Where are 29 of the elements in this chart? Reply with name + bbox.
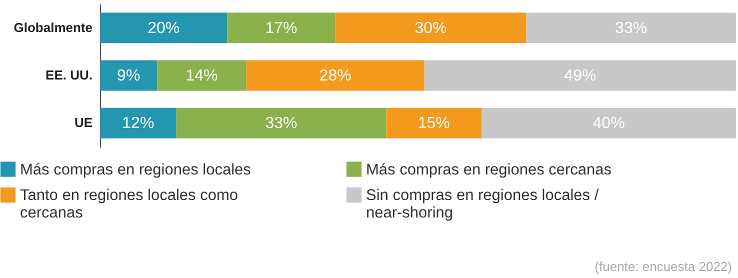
bar [335,12,526,44]
bar [386,108,482,138]
bar [100,12,228,44]
y-tick-label: Globalmente [14,20,92,35]
bar [176,108,386,138]
bar [246,60,424,91]
bar [482,108,736,138]
legend-label: Tanto en regiones locales como cercanas [20,187,238,222]
bar [526,12,736,44]
data-label: 15% [418,115,450,132]
bar [424,60,736,91]
legend-label: Sin compras en regiones locales / near-shoring [366,187,600,222]
y-tick-label: UE [74,115,93,130]
data-label: 12% [122,115,154,132]
data-label: 28% [319,68,352,84]
data-label: 14% [186,68,218,84]
text: (fuente: encuesta 2022) [594,259,732,274]
bar [227,12,336,44]
data-label: 20% [148,20,180,37]
data-label: 30% [414,20,447,37]
bar [100,60,158,91]
data-label: 33% [265,115,298,132]
y-tick-label: EE. UU. [46,68,92,82]
legend-label: Más compras en regiones cercanas [366,161,612,178]
bar [100,108,176,138]
data-label: 9% [117,68,140,84]
data-label: 17% [265,20,298,37]
legend-label: Más compras en regiones locales [20,161,252,178]
bar [157,60,246,91]
